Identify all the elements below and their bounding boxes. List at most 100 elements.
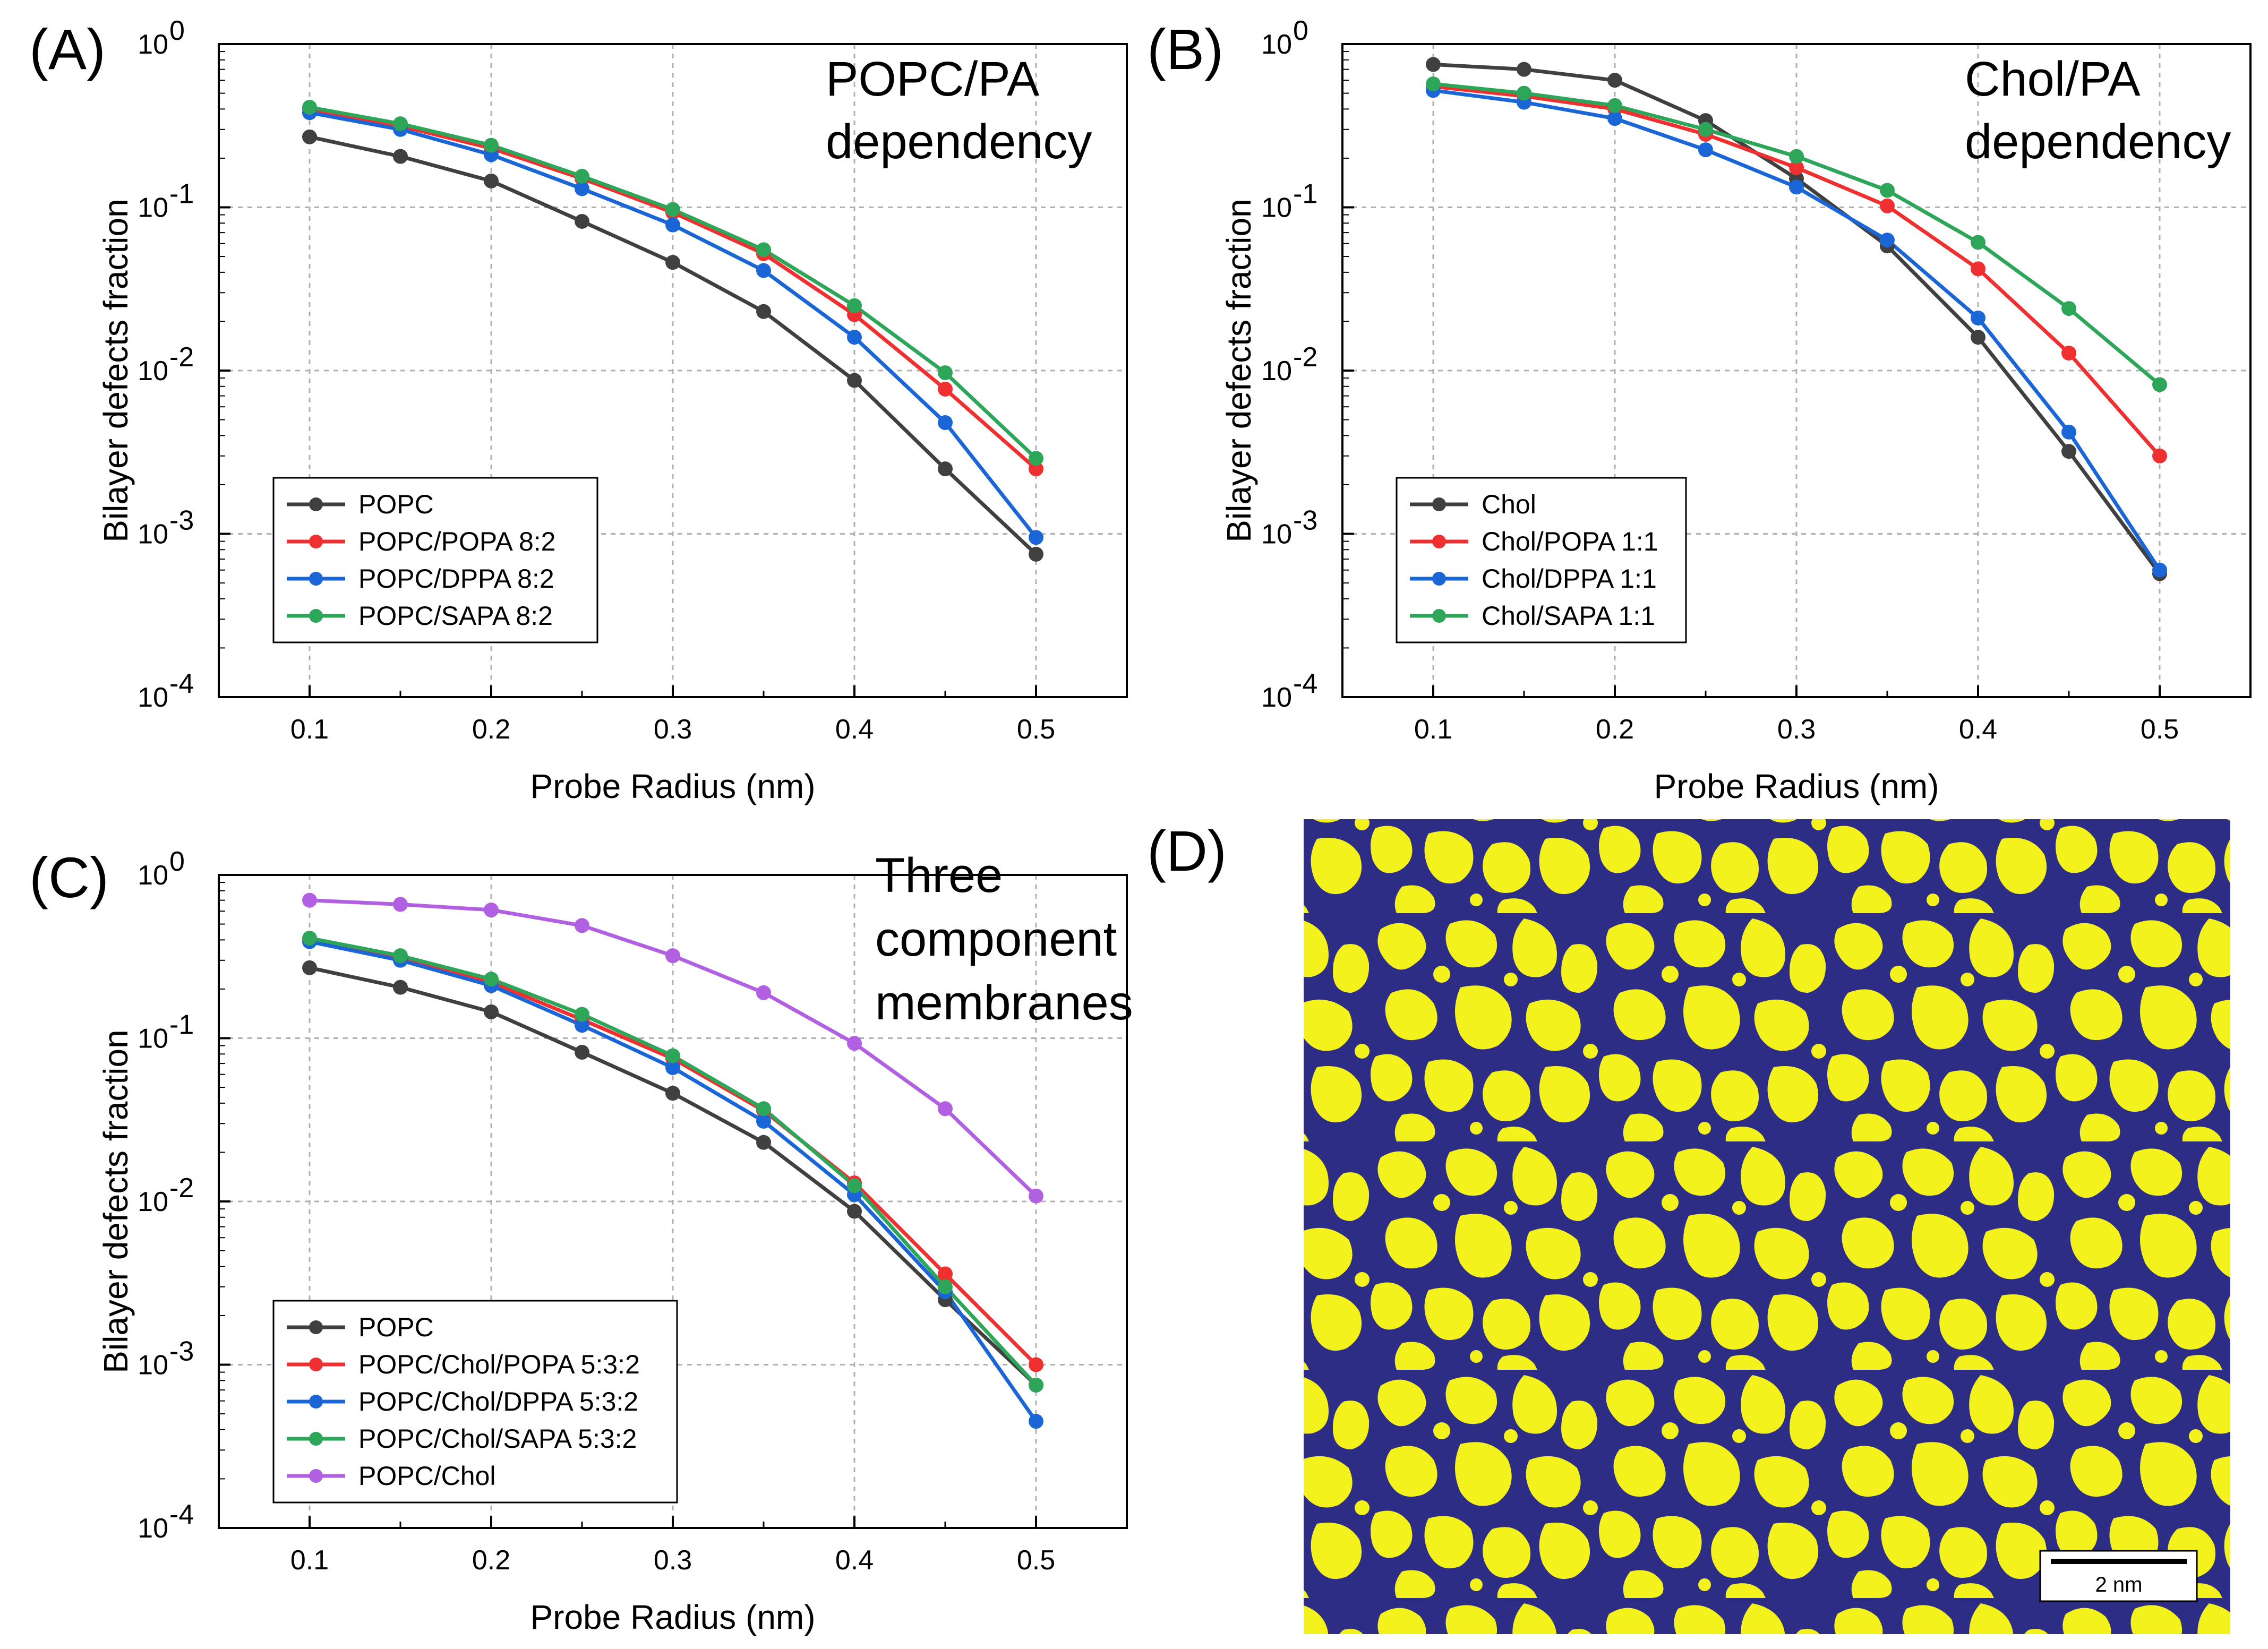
x-tick-label: 0.2 bbox=[472, 714, 510, 745]
data-point bbox=[1607, 73, 1622, 88]
y-tick-label: 10 bbox=[138, 860, 168, 891]
y-tick-exponent: 0 bbox=[1293, 15, 1308, 46]
panel-annotation: component bbox=[875, 912, 1117, 966]
data-point bbox=[302, 960, 317, 975]
x-tick-label: 0.5 bbox=[1017, 714, 1055, 745]
data-point bbox=[847, 298, 862, 313]
data-point bbox=[1426, 57, 1441, 72]
panel-d-label: (D) bbox=[1147, 819, 1227, 883]
data-point bbox=[1880, 233, 1895, 248]
data-point bbox=[1029, 1357, 1043, 1372]
legend-marker bbox=[309, 1320, 323, 1334]
data-point bbox=[1426, 76, 1441, 92]
y-tick-exponent: -1 bbox=[1293, 179, 1317, 210]
data-point bbox=[1029, 451, 1043, 466]
data-point bbox=[756, 1113, 771, 1129]
data-point bbox=[1971, 235, 1985, 250]
data-point bbox=[665, 202, 680, 217]
y-tick-label: 10 bbox=[138, 193, 168, 224]
data-point bbox=[393, 897, 408, 912]
legend-label: Chol bbox=[1482, 489, 1536, 519]
legend-marker bbox=[309, 497, 323, 511]
legend-label: POPC/Chol/DPPA 5:3:2 bbox=[358, 1387, 638, 1416]
legend-label: POPC bbox=[358, 1312, 434, 1342]
x-axis-title: Probe Radius (nm) bbox=[530, 767, 815, 805]
y-tick-label: 10 bbox=[138, 1513, 168, 1544]
data-point bbox=[665, 255, 680, 270]
data-point bbox=[393, 948, 408, 964]
data-point bbox=[665, 1048, 680, 1063]
y-tick-exponent: -2 bbox=[169, 1173, 194, 1204]
legend-marker bbox=[309, 572, 323, 586]
data-point bbox=[484, 1004, 499, 1019]
x-tick-label: 0.4 bbox=[835, 1545, 874, 1576]
x-tick-label: 0.4 bbox=[835, 714, 874, 745]
legend-label: POPC/Chol/POPA 5:3:2 bbox=[358, 1350, 640, 1379]
legend-label: POPC bbox=[358, 489, 434, 519]
data-point bbox=[1789, 160, 1804, 175]
y-tick-label: 10 bbox=[1261, 682, 1292, 713]
y-tick-label: 10 bbox=[138, 29, 168, 60]
y-tick-exponent: -3 bbox=[169, 505, 194, 536]
data-point bbox=[393, 149, 408, 164]
legend-marker bbox=[309, 609, 323, 623]
x-tick-label: 0.5 bbox=[2141, 714, 2179, 745]
legend-label: Chol/SAPA 1:1 bbox=[1482, 601, 1655, 631]
y-tick-exponent: 0 bbox=[169, 15, 185, 46]
data-point bbox=[484, 972, 499, 987]
data-point bbox=[756, 1135, 771, 1150]
data-point bbox=[1029, 530, 1043, 545]
panel-label: (A) bbox=[29, 17, 106, 81]
x-tick-label: 0.3 bbox=[1777, 714, 1816, 745]
legend-label: POPC/POPA 8:2 bbox=[358, 527, 555, 556]
data-point bbox=[847, 373, 862, 388]
y-tick-exponent: -3 bbox=[1293, 505, 1317, 536]
data-point bbox=[756, 304, 771, 319]
legend-marker bbox=[1432, 535, 1446, 548]
data-point bbox=[1029, 546, 1043, 562]
legend-marker bbox=[1432, 609, 1446, 623]
scale-bar-label: 2 nm bbox=[2095, 1573, 2143, 1596]
legend-marker bbox=[309, 1395, 323, 1408]
data-point bbox=[1971, 330, 1985, 345]
x-axis-title: Probe Radius (nm) bbox=[1654, 767, 1939, 805]
data-point bbox=[938, 1266, 953, 1282]
panel-annotation: POPC/PA bbox=[826, 52, 1040, 106]
data-point bbox=[302, 129, 317, 144]
data-point bbox=[1880, 198, 1895, 213]
data-point bbox=[938, 415, 953, 431]
y-tick-exponent: -4 bbox=[1293, 668, 1317, 699]
y-tick-label: 10 bbox=[138, 519, 168, 550]
x-tick-label: 0.3 bbox=[654, 714, 692, 745]
y-tick-label: 10 bbox=[1261, 356, 1292, 387]
data-point bbox=[2152, 448, 2167, 463]
data-point bbox=[575, 1045, 589, 1060]
data-point bbox=[1971, 310, 1985, 325]
y-tick-label: 10 bbox=[1261, 519, 1292, 550]
y-tick-exponent: 0 bbox=[169, 846, 185, 877]
y-tick-label: 10 bbox=[1261, 193, 1292, 224]
panel-label: (B) bbox=[1147, 17, 1223, 81]
data-point bbox=[1971, 261, 1985, 277]
y-tick-label: 10 bbox=[138, 1024, 168, 1054]
y-tick-label: 10 bbox=[138, 356, 168, 387]
data-point bbox=[756, 242, 771, 257]
data-point bbox=[847, 330, 862, 345]
data-point bbox=[1029, 1377, 1043, 1393]
legend-marker bbox=[309, 535, 323, 548]
y-tick-exponent: -1 bbox=[169, 179, 194, 210]
membrane-defect-map bbox=[1304, 819, 2230, 1634]
x-axis-title: Probe Radius (nm) bbox=[530, 1598, 815, 1636]
y-tick-label: 10 bbox=[1261, 29, 1292, 60]
data-point bbox=[665, 948, 680, 964]
data-point bbox=[938, 461, 953, 477]
legend-label: Chol/POPA 1:1 bbox=[1482, 527, 1658, 556]
y-tick-exponent: -3 bbox=[169, 1336, 194, 1367]
legend-label: POPC/SAPA 8:2 bbox=[358, 601, 553, 631]
data-point bbox=[484, 173, 499, 188]
data-point bbox=[665, 217, 680, 233]
